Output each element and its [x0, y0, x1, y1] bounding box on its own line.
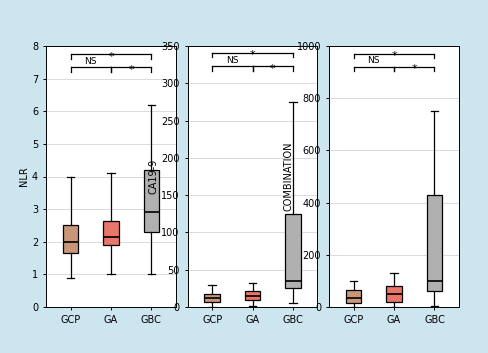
Y-axis label: COMBINATION: COMBINATION [284, 142, 294, 211]
Text: NS: NS [226, 56, 239, 65]
PathPatch shape [285, 214, 301, 288]
Text: *: * [250, 50, 255, 60]
PathPatch shape [63, 226, 78, 253]
Y-axis label: NLR: NLR [19, 167, 29, 186]
Text: *: * [270, 64, 276, 74]
PathPatch shape [204, 294, 220, 302]
PathPatch shape [346, 290, 361, 303]
PathPatch shape [427, 195, 442, 292]
PathPatch shape [144, 170, 159, 232]
Text: *: * [411, 64, 417, 74]
Text: NS: NS [367, 56, 380, 65]
Text: *: * [108, 52, 114, 62]
PathPatch shape [386, 286, 402, 302]
Text: *: * [391, 51, 397, 61]
Text: *: * [128, 65, 134, 75]
PathPatch shape [245, 291, 260, 300]
Text: NS: NS [84, 57, 97, 66]
Y-axis label: CA19-9: CA19-9 [148, 159, 158, 194]
PathPatch shape [103, 221, 119, 245]
